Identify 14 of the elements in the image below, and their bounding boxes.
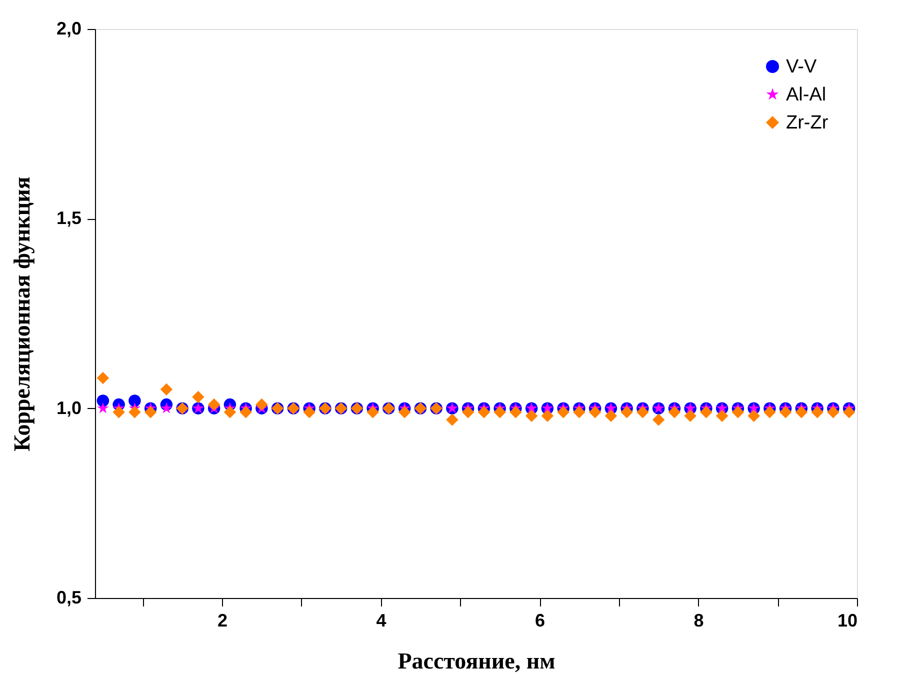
x-tick-label: 6	[534, 610, 546, 630]
x-tick-label: 4	[376, 610, 386, 630]
x-tick-label: 10	[837, 610, 858, 630]
legend-label: Zr-Zr	[786, 112, 829, 134]
x-axis-title: Расстояние, нм	[398, 648, 556, 674]
y-tick-label: 0,5	[56, 588, 82, 608]
legend-label: Al-Al	[786, 84, 826, 106]
y-tick-label: 1,5	[56, 208, 82, 228]
x-tick-label: 2	[217, 610, 228, 630]
y-tick-label: 1,0	[56, 398, 82, 418]
y-axis-title: Корреляционная функция	[9, 176, 34, 452]
y-tick-label: 2,0	[56, 18, 82, 38]
x-tick-label: 8	[694, 610, 704, 630]
legend-label: V-V	[786, 56, 817, 78]
